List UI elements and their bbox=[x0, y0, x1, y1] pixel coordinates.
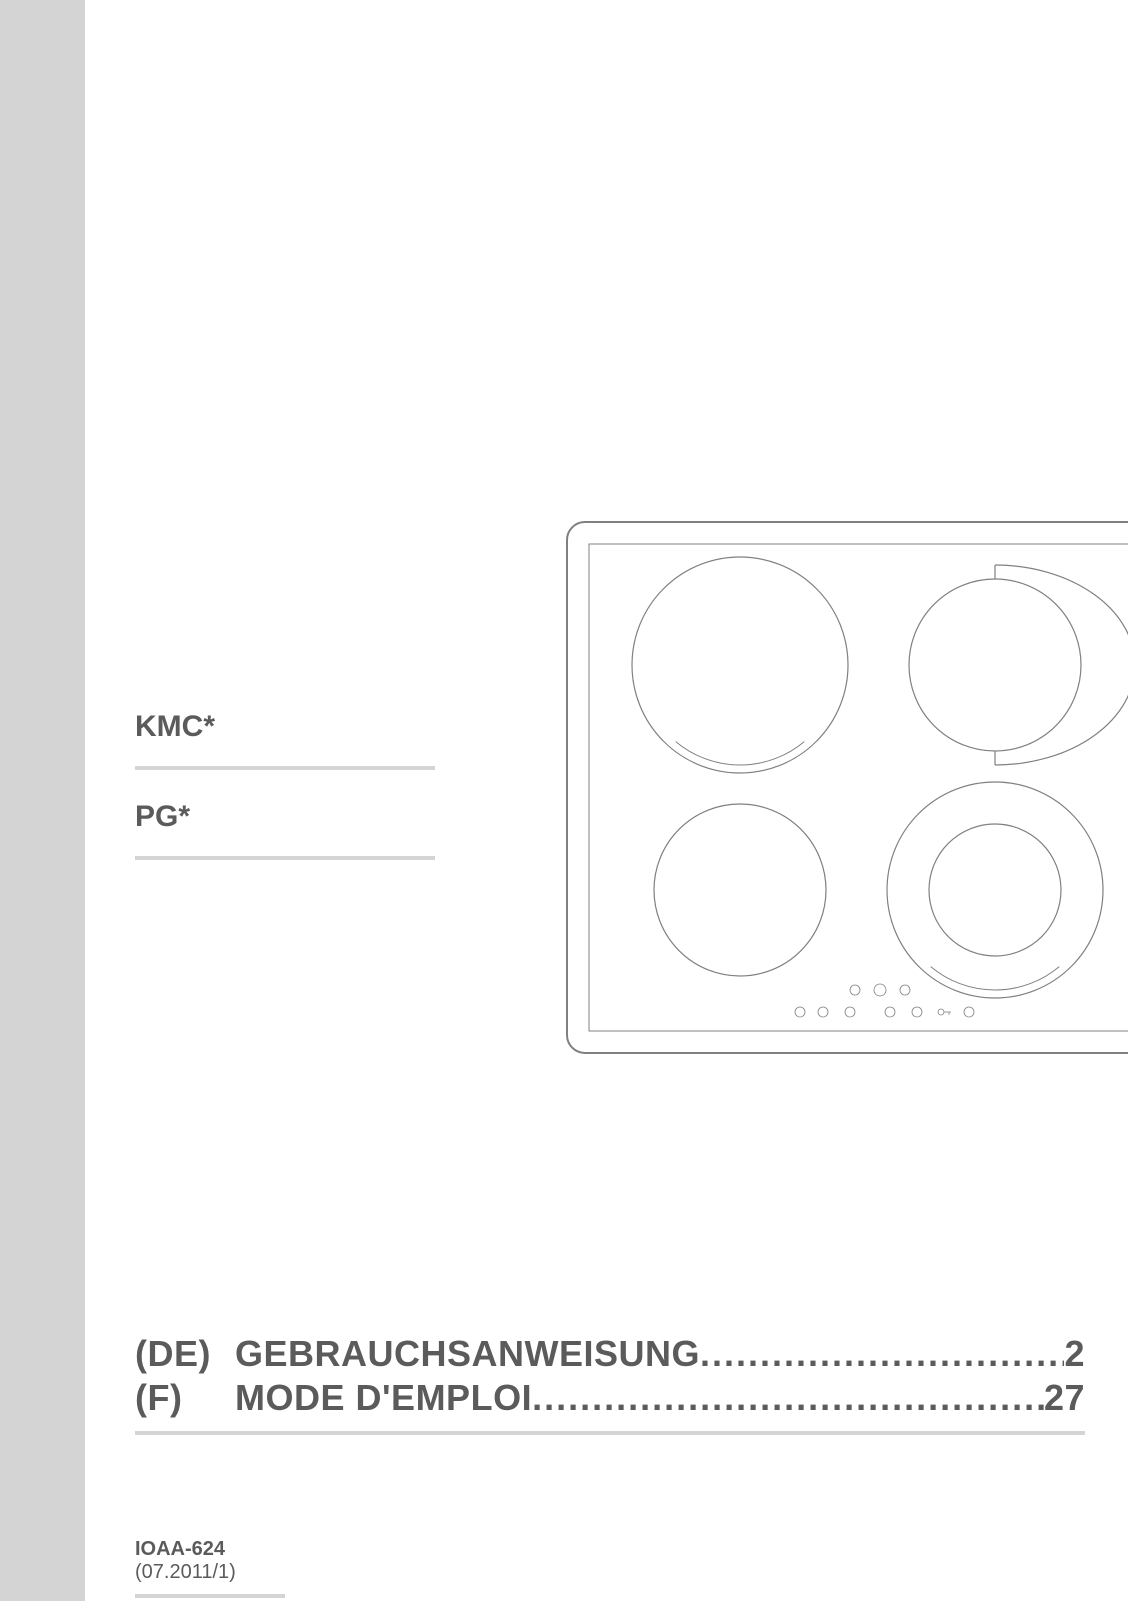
model-label: KMC* bbox=[135, 710, 215, 743]
toc-title: MODE D'EMPLOI bbox=[235, 1377, 532, 1419]
toc-title: GEBRAUCHSANWEISUNG bbox=[235, 1333, 700, 1375]
toc-page-number: 27 bbox=[1044, 1377, 1085, 1419]
document-code: IOAA-624 bbox=[135, 1538, 285, 1561]
toc-row: (F)MODE D'EMPLOI........................… bbox=[135, 1377, 1085, 1419]
cooktop-svg bbox=[565, 520, 1128, 1055]
toc-page-number: 2 bbox=[1064, 1333, 1085, 1375]
toc-leader-dots: ........................................… bbox=[700, 1333, 1064, 1375]
page: KMC* PG* (DE)GEBRAUCHSANWEISUNG.........… bbox=[0, 0, 1128, 1601]
sidebar-stripe bbox=[0, 0, 85, 1601]
model-list: KMC* PG* bbox=[135, 710, 435, 890]
document-date: (07.2011/1) bbox=[135, 1561, 285, 1584]
document-id-block: IOAA-624 (07.2011/1) bbox=[135, 1538, 285, 1598]
toc-lang-code: (DE) bbox=[135, 1333, 235, 1375]
docid-divider bbox=[135, 1594, 285, 1598]
toc-leader-dots: ........................................… bbox=[532, 1377, 1044, 1419]
toc-lang-code: (F) bbox=[135, 1377, 235, 1419]
model-label: PG* bbox=[135, 800, 190, 833]
toc-divider bbox=[135, 1431, 1085, 1435]
table-of-contents: (DE)GEBRAUCHSANWEISUNG..................… bbox=[135, 1333, 1085, 1435]
model-code: PG* bbox=[135, 800, 435, 860]
cooktop-diagram bbox=[565, 520, 1128, 1055]
model-code: KMC* bbox=[135, 710, 435, 770]
toc-row: (DE)GEBRAUCHSANWEISUNG..................… bbox=[135, 1333, 1085, 1375]
